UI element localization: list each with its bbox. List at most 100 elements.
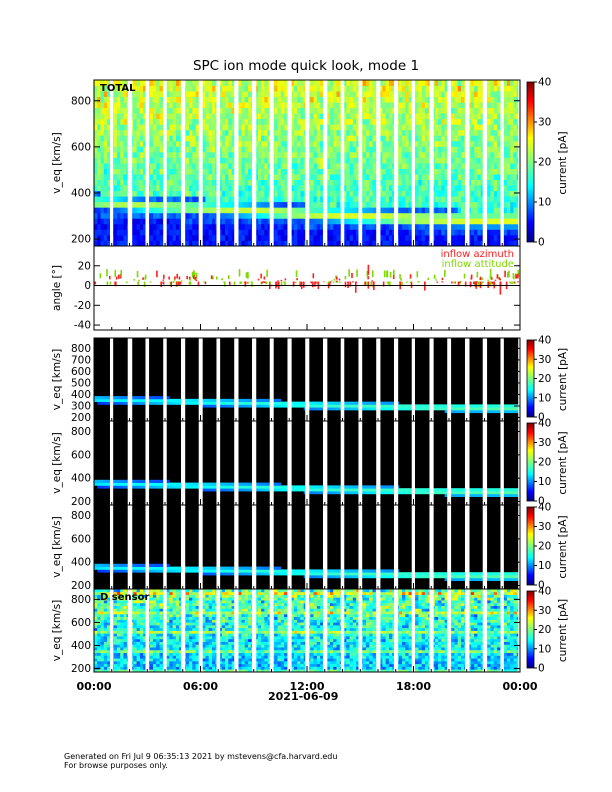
panel-0-cell: [470, 85, 475, 92]
panel-3-cell: [497, 493, 501, 497]
panel-0-cell: [254, 124, 259, 131]
panel-0-cell: [470, 102, 475, 109]
panel-0-cell: [415, 218, 419, 225]
panel-0-cell: [123, 157, 128, 164]
panel-0-cell: [208, 218, 213, 225]
panel-0-cell: [493, 240, 498, 247]
panel-0-cell: [444, 107, 449, 114]
panel-2-cell: [497, 404, 501, 408]
panel-1-attitude-point: [459, 280, 462, 283]
panel-0-cell: [280, 157, 285, 164]
panel-2-cell: [133, 398, 137, 403]
panel-0-cell: [293, 229, 298, 236]
panel-0-cell: [149, 223, 154, 230]
panel-0-cell: [175, 135, 180, 142]
panel-0-cell: [225, 207, 229, 214]
panel-0-cell: [477, 124, 482, 131]
panel-0-cell: [300, 229, 305, 236]
panel-0-cell: [513, 240, 518, 247]
panel-3-cell: [497, 488, 501, 492]
panel-0-cell: [477, 146, 482, 153]
panel-0-cell: [329, 212, 334, 219]
panel-0-cell: [454, 129, 459, 136]
panel-0-cell: [205, 212, 210, 219]
panel-0-cell: [444, 179, 449, 186]
panel-0-cell: [441, 201, 446, 208]
panel-0-cell: [503, 179, 508, 186]
panel-0-cell: [185, 201, 190, 208]
panel-0-cell: [398, 229, 403, 236]
panel-0-cell: [97, 190, 101, 197]
panel-0-cell: [474, 91, 478, 97]
panel-0-cell: [264, 168, 269, 175]
panel-3-cell: [139, 482, 144, 486]
panel-0-cell: [506, 234, 511, 241]
panel-0-cell: [441, 229, 446, 236]
panel-0-cell: [257, 201, 262, 208]
panel-0-cell: [493, 196, 498, 203]
panel-0-cell: [221, 212, 226, 219]
panel-0-cell: [470, 107, 475, 114]
panel-0-cell: [379, 146, 383, 153]
panel-0-cell: [228, 174, 233, 180]
panel-0-cell: [267, 85, 272, 92]
panel-3-cell: [94, 482, 98, 486]
panel-2-cell: [152, 401, 157, 405]
panel-0-cell: [120, 190, 124, 197]
panel-0-cell: [172, 140, 177, 147]
panel-0-cell: [228, 234, 233, 241]
panel-0-colorbar-tick-label: 10: [538, 197, 551, 209]
panel-0-cell: [290, 107, 295, 114]
panel-0-cell: [510, 96, 514, 103]
panel-3-cell: [264, 485, 269, 489]
panel-0-cell: [211, 212, 216, 219]
panel-0-cell: [352, 135, 357, 142]
panel-1-ytick-label: 20: [78, 260, 91, 272]
panel-0-cell: [205, 151, 210, 158]
panel-0-cell: [388, 174, 393, 180]
panel-0-cell: [103, 223, 108, 230]
panel-0-cell: [343, 240, 347, 247]
panel-0-cell: [267, 80, 272, 86]
panel-2-cell: [139, 396, 144, 400]
panel-0-cell: [113, 163, 118, 169]
panel-0-cell: [503, 207, 508, 214]
panel-3-cell: [349, 488, 354, 492]
panel-0-cell: [493, 207, 498, 214]
panel-3-cell: [438, 488, 442, 492]
panel-0-cell: [310, 201, 314, 208]
panel-0-cell: [107, 168, 111, 175]
panel-0-cell: [221, 185, 226, 192]
panel-0-cell: [398, 201, 403, 208]
panel-0-cell: [444, 201, 449, 208]
panel-0-cell: [208, 234, 213, 241]
panel-0-cell: [408, 163, 413, 169]
panel-0-cell: [362, 190, 367, 197]
panel-0-cell: [326, 196, 331, 203]
panel-0-cell: [333, 118, 337, 125]
panel-0-cell: [175, 96, 180, 103]
panel-0-cell: [241, 102, 246, 109]
panel-0-cell: [493, 201, 498, 208]
panel-0-cell: [300, 163, 305, 169]
panel-2-cell: [474, 409, 478, 414]
panel-0-cell: [369, 135, 373, 142]
panel-1-attitude-point: [224, 281, 226, 287]
panel-2-cell: [293, 401, 298, 405]
panel-3-cell: [424, 488, 429, 492]
panel-0-cell: [382, 118, 387, 125]
panel-0-cell: [195, 163, 200, 169]
panel-0-cell: [274, 91, 278, 97]
panel-0-cell: [402, 96, 406, 103]
panel-0-cell: [434, 234, 439, 241]
panel-0-cell: [241, 107, 246, 114]
panel-0-cell: [123, 146, 128, 153]
panel-0-cell: [326, 113, 331, 120]
panel-0-cell: [152, 223, 157, 230]
panel-0-cell: [133, 174, 137, 180]
panel-0-cell: [166, 179, 170, 186]
panel-0-cell: [421, 118, 426, 125]
panel-0-cell: [346, 234, 350, 241]
panel-1-attitude-point: [216, 276, 218, 280]
panel-0-cell: [103, 96, 108, 103]
